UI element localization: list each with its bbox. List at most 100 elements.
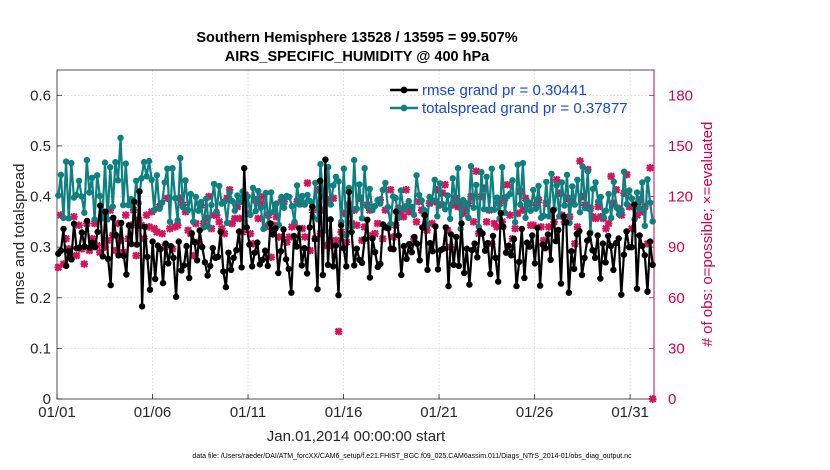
rmse-point xyxy=(262,247,269,254)
rmse-point xyxy=(547,256,554,263)
rmse-point xyxy=(104,255,112,262)
spread-point xyxy=(190,218,197,225)
y-tick-label-right: 150 xyxy=(668,138,693,155)
x-tick-label: 01/01 xyxy=(38,404,76,421)
rmse-point xyxy=(639,242,646,250)
rmse-point xyxy=(602,259,609,266)
spread-point xyxy=(306,197,314,205)
spread-point xyxy=(143,173,150,180)
x-tick-label: 01/06 xyxy=(134,404,172,421)
spread-point xyxy=(88,174,96,181)
rmse-point xyxy=(392,208,400,215)
spread-point xyxy=(454,165,462,172)
spread-point xyxy=(114,177,122,184)
spread-point xyxy=(182,177,189,184)
spread-point xyxy=(273,200,280,207)
rmse-point xyxy=(570,265,578,273)
rmse-point xyxy=(317,177,324,184)
spread-point xyxy=(519,159,527,167)
rmse-point xyxy=(280,226,287,233)
x-tick-label: 01/31 xyxy=(611,404,649,421)
rmse-point xyxy=(191,238,198,246)
rmse-point xyxy=(495,278,502,285)
rmse-point xyxy=(400,242,408,250)
obs-point xyxy=(121,211,130,219)
spread-point xyxy=(192,193,200,201)
spread-point xyxy=(447,215,454,222)
spread-point xyxy=(470,204,477,211)
spread-point xyxy=(467,163,475,170)
spread-point xyxy=(530,186,537,194)
spread-point xyxy=(439,200,446,208)
y-tick-label-right: 0 xyxy=(668,391,676,408)
rmse-point xyxy=(442,224,449,231)
rmse-point xyxy=(364,216,371,223)
spread-point xyxy=(169,165,176,172)
spread-point xyxy=(236,198,244,206)
rmse-point xyxy=(644,288,651,295)
rmse-point xyxy=(335,292,342,299)
rmse-point xyxy=(597,275,604,282)
rmse-point xyxy=(516,258,523,265)
rmse-point xyxy=(586,230,593,237)
spread-point xyxy=(434,213,441,220)
spread-point xyxy=(107,164,114,171)
spread-point xyxy=(203,195,210,202)
spread-point xyxy=(626,187,633,194)
rmse-point xyxy=(306,224,313,231)
legend: rmse grand pr = 0.30441 totalspread gran… xyxy=(390,82,628,117)
rmse-point xyxy=(390,246,397,253)
spread-point xyxy=(299,192,306,200)
rmse-point xyxy=(285,265,292,273)
spread-point xyxy=(184,207,192,214)
rmse-point xyxy=(214,253,222,260)
spread-point xyxy=(602,207,610,214)
obs-point xyxy=(399,212,408,221)
spread-point xyxy=(327,201,334,208)
rmse-point xyxy=(366,274,374,281)
rmse-point xyxy=(118,219,125,227)
rmse-point xyxy=(565,289,573,296)
spread-point xyxy=(117,134,124,141)
spread-point xyxy=(91,216,98,223)
spread-point xyxy=(444,192,451,199)
spread-point xyxy=(156,205,163,212)
rmse-point xyxy=(180,262,188,269)
rmse-point xyxy=(508,252,515,259)
spread-point xyxy=(247,211,254,218)
rmse-point xyxy=(385,225,392,232)
rmse-point xyxy=(303,270,311,277)
x-tick-label: 01/21 xyxy=(420,404,458,421)
rmse-point xyxy=(157,246,164,253)
spread-point xyxy=(296,201,303,208)
spread-point xyxy=(255,187,262,195)
spread-point xyxy=(197,198,205,206)
rmse-point xyxy=(487,270,494,278)
rmse-point xyxy=(65,248,73,255)
rmse-point xyxy=(282,256,290,263)
spread-point xyxy=(340,165,347,172)
y-tick-label-right: 30 xyxy=(668,340,685,357)
rmse-point xyxy=(605,232,612,240)
spread-point xyxy=(361,165,368,172)
rmse-point xyxy=(497,210,504,217)
rmse-point xyxy=(209,245,216,252)
spread-point xyxy=(582,205,589,212)
rmse-point xyxy=(196,227,203,234)
spread-point xyxy=(610,178,617,186)
spread-point xyxy=(633,189,641,196)
spread-point xyxy=(384,204,392,211)
spread-point xyxy=(210,180,218,188)
y-tick-label-left: 0.5 xyxy=(30,138,51,155)
spread-point xyxy=(187,190,194,198)
spread-point xyxy=(231,207,238,214)
spread-point xyxy=(608,214,615,221)
spread-point xyxy=(351,156,358,164)
spread-point xyxy=(335,178,342,185)
spread-point xyxy=(249,184,257,192)
spread-point xyxy=(221,198,228,205)
rmse-point xyxy=(230,254,237,261)
obs-point xyxy=(301,233,309,241)
spread-point xyxy=(179,204,187,211)
spread-point xyxy=(291,218,298,225)
